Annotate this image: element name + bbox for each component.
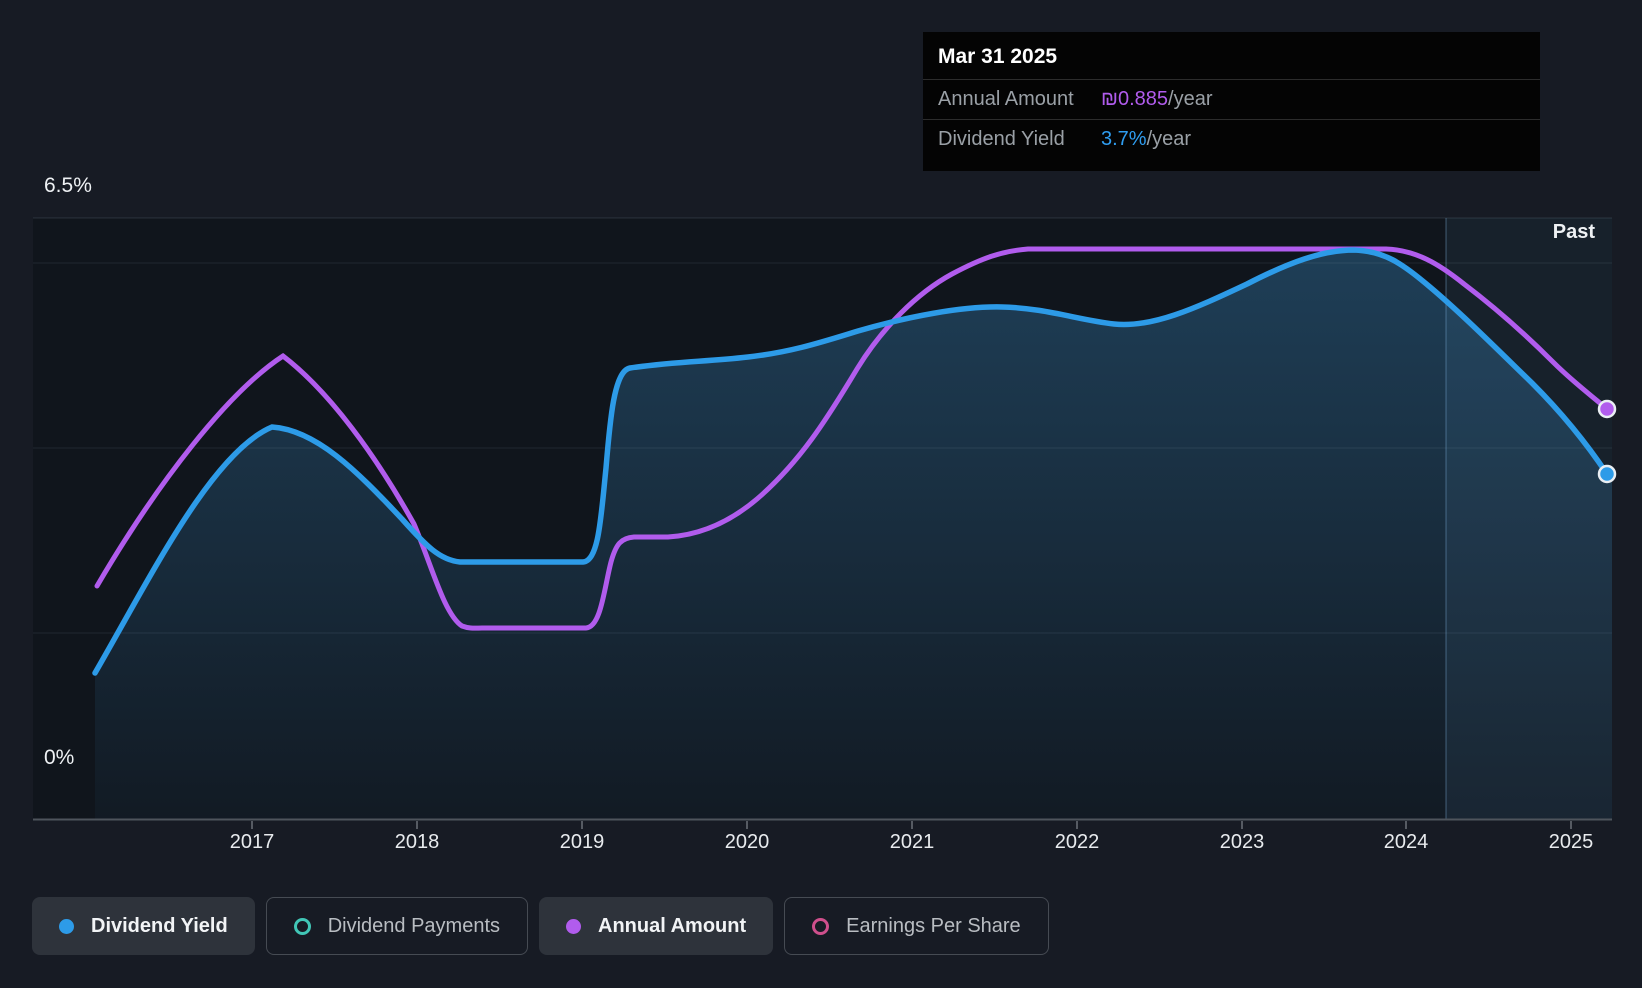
x-axis-label-2024: 2024	[1383, 831, 1429, 853]
legend-label: Dividend Yield	[91, 914, 228, 937]
tooltip-label: Annual Amount	[938, 88, 1074, 110]
tooltip-value-suffix: /year	[1146, 128, 1192, 150]
tooltip-value-annual-amount: ₪0.885	[1101, 88, 1169, 110]
tooltip-date: Mar 31 2025	[938, 45, 1058, 68]
gridlines	[33, 217, 1612, 634]
dividend-payments-series-icon	[293, 917, 311, 935]
past-region	[1446, 218, 1612, 819]
chart-tooltip: Mar 31 2025 Annual Amount ₪0.885/year Di…	[923, 32, 1540, 171]
tooltip-row-annual-amount: Annual Amount ₪0.885/year	[923, 79, 1540, 119]
tooltip-row-dividend-yield: Dividend Yield 3.7%/year	[923, 119, 1540, 159]
legend-label: Dividend Payments	[327, 914, 501, 937]
y-axis-min-label: 0%	[44, 746, 75, 769]
yield-area-fill	[95, 250, 1612, 819]
annual-amount-line[interactable]	[94, 246, 1610, 631]
annual-amount-end-marker[interactable]	[1597, 399, 1617, 419]
tooltip-value-suffix: /year	[1168, 88, 1213, 110]
x-axis-label-2020: 2020	[724, 831, 770, 853]
x-axis-label-2025: 2025	[1548, 831, 1594, 853]
legend-item-dividend-payments[interactable]: Dividend Payments	[265, 897, 529, 955]
dividend-yield-series-icon	[59, 918, 74, 934]
annual-amount-series-icon	[566, 918, 582, 934]
x-axis-label-2018: 2018	[394, 831, 440, 853]
legend-item-dividend-yield[interactable]: Dividend Yield	[32, 897, 255, 955]
dividend-yield-line[interactable]	[92, 247, 1610, 676]
tooltip-value-dividend-yield: 3.7%	[1101, 128, 1147, 150]
tooltip-label: Dividend Yield	[938, 128, 1065, 150]
x-axis-ticks	[251, 821, 1572, 829]
x-axis-label-2017: 2017	[229, 831, 275, 853]
legend-label: Annual Amount	[598, 914, 747, 937]
dividend-yield-end-marker[interactable]	[1597, 464, 1617, 484]
x-axis-label-2021: 2021	[889, 831, 935, 853]
x-axis-label-2019: 2019	[559, 831, 605, 853]
y-axis-max-label: 6.5%	[44, 174, 92, 197]
legend-label: Earnings Per Share	[846, 914, 1021, 937]
earnings-per-share-series-icon	[812, 917, 830, 935]
x-axis-label-2022: 2022	[1054, 831, 1100, 853]
x-axis-label-2023: 2023	[1219, 831, 1265, 853]
legend-item-annual-amount[interactable]: Annual Amount	[539, 897, 774, 955]
legend-item-earnings-per-share[interactable]: Earnings Per Share	[784, 897, 1049, 955]
past-region-label: Past	[1552, 221, 1595, 243]
chart-legend: Dividend Yield Dividend Payments Annual …	[32, 897, 1049, 955]
